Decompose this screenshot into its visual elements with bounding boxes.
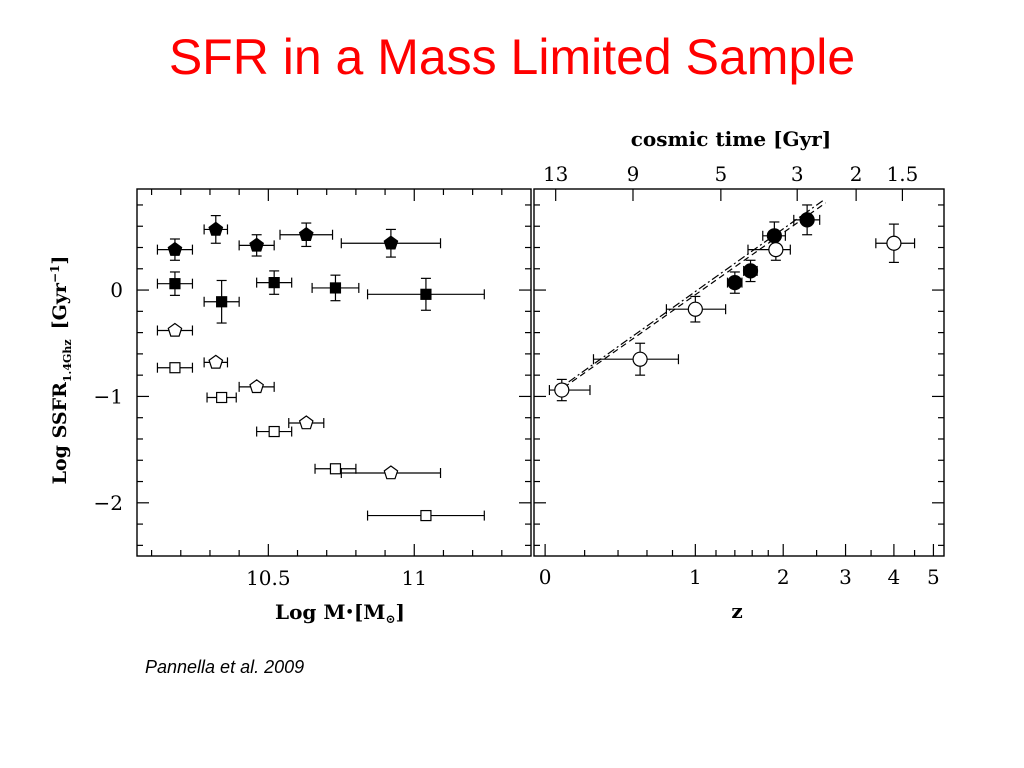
data-point-filled-pentagon (383, 235, 399, 250)
z-tick-label: 3 (839, 565, 852, 589)
data-point-filled-pentagon (298, 226, 314, 241)
right-plot-frame (533, 188, 945, 557)
data-point-open-square (420, 509, 432, 522)
fit-line (555, 200, 824, 392)
data-point-filled-square (169, 278, 181, 290)
top-axis-label: cosmic time [Gyr] (631, 127, 832, 151)
data-point-open-circle (554, 382, 570, 398)
data-point-open-circle (632, 351, 648, 367)
time-tick-label: 13 (543, 162, 568, 186)
data-point-filled-circle (742, 263, 759, 279)
data-point-filled-pentagon (249, 237, 265, 252)
y-tick-label: −2 (94, 491, 123, 515)
time-tick-label: 3 (791, 162, 804, 186)
left-panel-mass: 0 −1 −2 10.5 11 (94, 188, 944, 590)
data-point-filled-square (329, 282, 342, 294)
x-tick-label: 10.5 (246, 566, 291, 590)
data-point-open-pentagon (208, 354, 224, 369)
data-point-filled-square (268, 277, 280, 289)
data-point-open-pentagon (249, 379, 265, 394)
data-point-filled-square (216, 296, 228, 308)
data-point-open-circle (768, 242, 784, 258)
x-tick-label: 11 (402, 566, 427, 590)
data-point-open-circle (687, 301, 703, 317)
citation: Pannella et al. 2009 (145, 657, 305, 677)
z-tick-label: 1 (689, 565, 702, 589)
data-point-open-square (329, 463, 342, 475)
slide-title: SFR in a Mass Limited Sample (168, 29, 856, 85)
data-point-filled-circle (727, 275, 743, 291)
time-tick-label: 1.5 (887, 162, 919, 186)
z-tick-label: 2 (777, 565, 790, 589)
data-point-open-square (268, 425, 280, 438)
left-x-axis-label: Log M•[M⊙] (275, 600, 405, 626)
time-tick-label: 9 (627, 162, 640, 186)
data-point-open-pentagon (298, 415, 314, 430)
time-tick-label: 2 (850, 162, 863, 186)
data-point-filled-pentagon (167, 241, 183, 256)
right-x-axis-label: z (731, 599, 742, 623)
z-tick-label: 0 (539, 565, 552, 589)
left-y-axis-label: Log SSFR1.4Ghz[Gyr−1] (48, 256, 74, 485)
data-point-filled-circle (766, 228, 782, 244)
data-point-open-pentagon (167, 322, 183, 337)
z-tick-label: 5 (927, 565, 940, 589)
data-point-open-square (169, 362, 181, 374)
data-point-open-square (216, 391, 228, 404)
time-tick-label: 5 (714, 162, 727, 186)
data-point-filled-square (420, 288, 432, 300)
right-panel-redshift: 0 1 2 3 4 5 13 9 5 3 2 1.5 (533, 162, 945, 589)
data-point-open-circle (886, 235, 902, 251)
y-tick-label: −1 (94, 384, 123, 408)
z-tick-label: 4 (888, 565, 901, 589)
y-tick-label: 0 (110, 278, 123, 302)
data-point-filled-circle (799, 212, 815, 228)
data-point-filled-pentagon (208, 221, 224, 236)
data-point-open-pentagon (383, 465, 399, 480)
left-plot-frame (136, 188, 532, 557)
